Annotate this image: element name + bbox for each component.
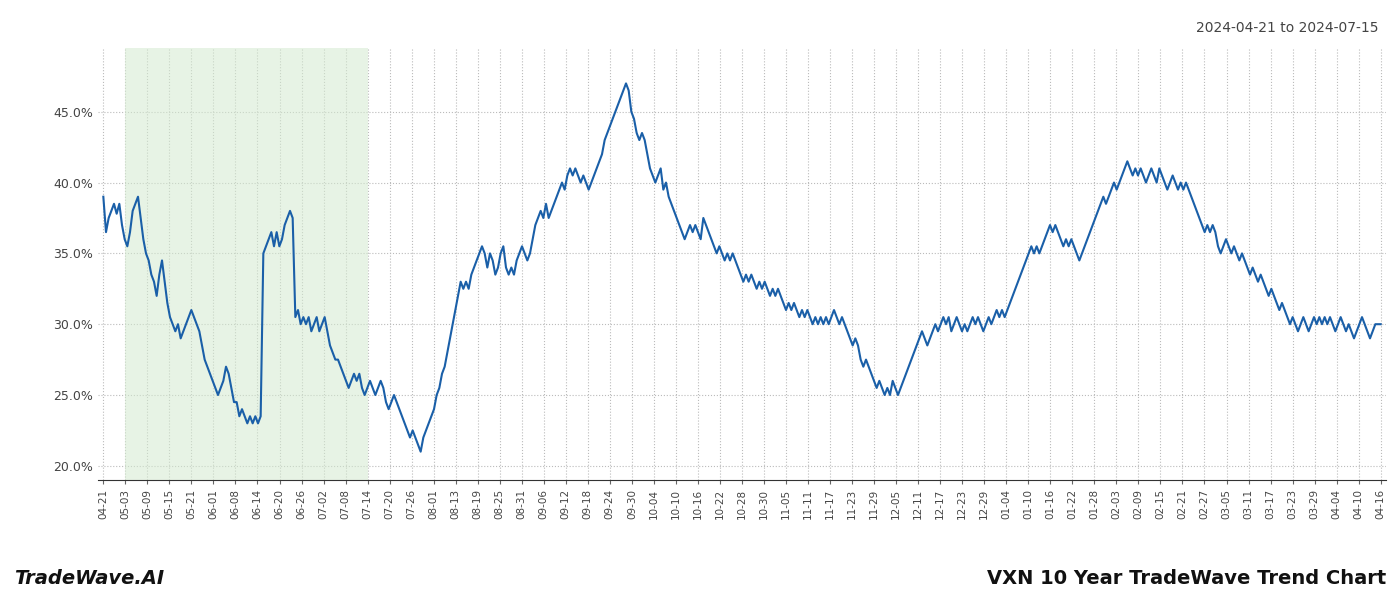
Text: TradeWave.AI: TradeWave.AI xyxy=(14,569,164,588)
Text: VXN 10 Year TradeWave Trend Chart: VXN 10 Year TradeWave Trend Chart xyxy=(987,569,1386,588)
Bar xyxy=(126,48,368,480)
Text: 2024-04-21 to 2024-07-15: 2024-04-21 to 2024-07-15 xyxy=(1197,21,1379,35)
